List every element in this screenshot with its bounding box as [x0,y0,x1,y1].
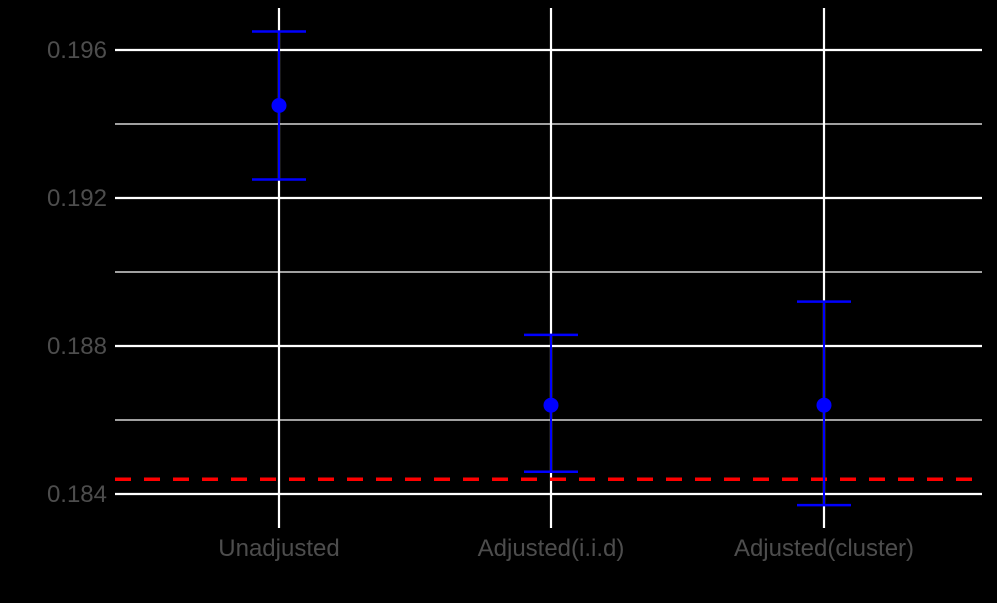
y-tick-label: 0.188 [47,333,107,360]
point-estimate [816,397,832,413]
point-estimate [271,98,287,113]
point-estimate [543,397,559,413]
x-tick-label: Adjusted(cluster) [734,535,914,562]
x-tick-label: Adjusted(i.i.d) [478,535,625,562]
y-tick-label: 0.196 [47,37,107,64]
x-tick-label: Unadjusted [218,535,339,562]
y-tick-label: 0.184 [47,481,107,508]
y-tick-label: 0.192 [47,185,107,212]
